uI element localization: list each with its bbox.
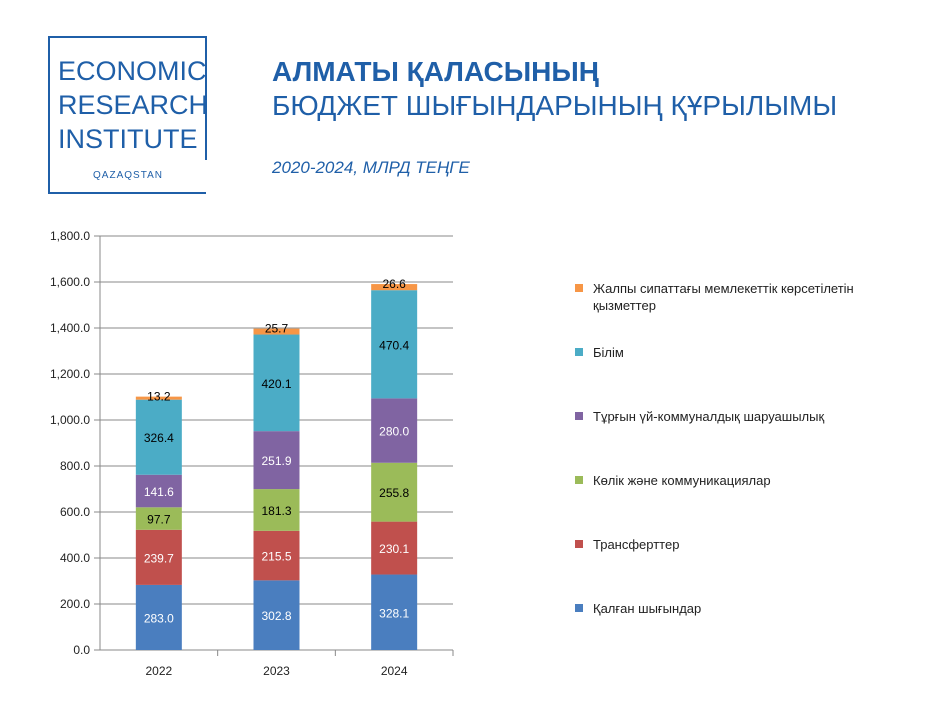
legend-swatch (575, 476, 583, 484)
page-subtitle: 2020-2024, МЛРД ТЕҢГЕ (272, 158, 470, 177)
bar-segment (135, 399, 182, 475)
bar-segment (371, 398, 418, 463)
data-label: 141.6 (144, 485, 174, 499)
y-tick-label: 200.0 (60, 597, 90, 611)
data-label: 13.2 (147, 390, 171, 404)
y-tick-label: 0.0 (73, 643, 90, 657)
data-label: 302.8 (261, 609, 291, 623)
y-tick-label: 600.0 (60, 505, 90, 519)
data-label: 470.4 (379, 338, 409, 352)
bar-segment (135, 396, 182, 400)
bar-segment (371, 574, 418, 650)
data-label: 97.7 (147, 513, 171, 527)
legend-swatch (575, 284, 583, 292)
data-label: 230.1 (379, 542, 409, 556)
page-title-line-1: АЛМАТЫ ҚАЛАСЫНЫҢ (272, 56, 599, 87)
data-label: 215.5 (261, 550, 291, 564)
data-label: 280.0 (379, 425, 409, 439)
logo-frame: ECONOMIC RESEARCH INSTITUTE QAZAQSTAN (48, 36, 209, 194)
legend-label: Жалпы сипаттағы мемлекеттік көрсетілетін… (593, 281, 854, 313)
y-tick-label: 400.0 (60, 551, 90, 565)
legend-swatch (575, 412, 583, 420)
y-tick-label: 1,600.0 (50, 275, 90, 289)
data-label: 283.0 (144, 611, 174, 625)
bar-segment (371, 284, 418, 291)
legend-swatch (575, 540, 583, 548)
data-label: 26.6 (382, 277, 406, 291)
y-tick-label: 1,400.0 (50, 321, 90, 335)
legend-label: Тұрғын үй-коммуналдық шаруашылық (593, 409, 825, 424)
y-tick-label: 1,200.0 (50, 367, 90, 381)
legend-label: Трансферттер (593, 537, 680, 552)
data-label: 255.8 (379, 486, 409, 500)
data-label: 326.4 (144, 431, 174, 445)
bar-segment (371, 290, 418, 399)
logo-line-1: ECONOMIC (58, 56, 207, 86)
page-title-line-2: БЮДЖЕТ ШЫҒЫНДАРЫНЫҢ ҚҰРЫЛЫМЫ (272, 90, 838, 121)
bar-segment (371, 521, 418, 575)
legend-swatch (575, 604, 583, 612)
data-label: 251.9 (261, 454, 291, 468)
y-tick-label: 1,800.0 (50, 229, 90, 243)
bar-segment (253, 334, 300, 432)
data-label: 420.1 (261, 377, 291, 391)
bar-segment (253, 328, 300, 335)
bar-segment (135, 474, 182, 508)
legend-swatch (575, 348, 583, 356)
bar-segment (371, 462, 418, 522)
bar-segment (135, 507, 182, 530)
data-label: 239.7 (144, 551, 174, 565)
bar-segment (135, 529, 182, 585)
data-label: 328.1 (379, 606, 409, 620)
bar-segment (253, 431, 300, 490)
logo-line-3: INSTITUTE (58, 124, 198, 154)
bar-segment (135, 584, 182, 650)
y-tick-label: 1,000.0 (50, 413, 90, 427)
bar-segment (253, 489, 300, 531)
logo-frame-right (205, 36, 207, 160)
logo-line-2: RESEARCH (58, 90, 209, 120)
bar-segment (253, 530, 300, 581)
y-tick-label: 800.0 (60, 459, 90, 473)
legend-label: Білім (593, 345, 624, 360)
data-label: 181.3 (261, 504, 291, 518)
data-label: 25.7 (265, 322, 289, 336)
bar-segment (253, 580, 300, 650)
x-tick-label: 2024 (381, 664, 408, 678)
x-tick-label: 2023 (263, 664, 290, 678)
logo-sub: QAZAQSTAN (93, 170, 163, 181)
legend-label: Қалған шығындар (593, 601, 702, 616)
legend-label: Көлік және коммуникациялар (593, 473, 771, 488)
x-tick-label: 2022 (145, 664, 172, 678)
